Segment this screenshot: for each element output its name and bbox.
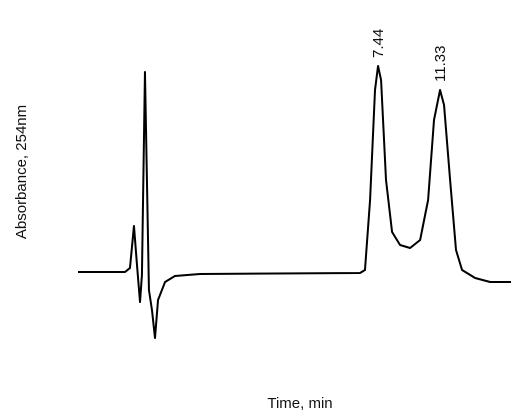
trace	[78, 65, 511, 339]
x-axis-label: Time, min	[267, 395, 332, 412]
y-axis-label: Absorbance, 254nm	[13, 105, 30, 239]
peak-label: 7.44	[370, 29, 387, 58]
peak-label: 11.33	[432, 46, 449, 82]
